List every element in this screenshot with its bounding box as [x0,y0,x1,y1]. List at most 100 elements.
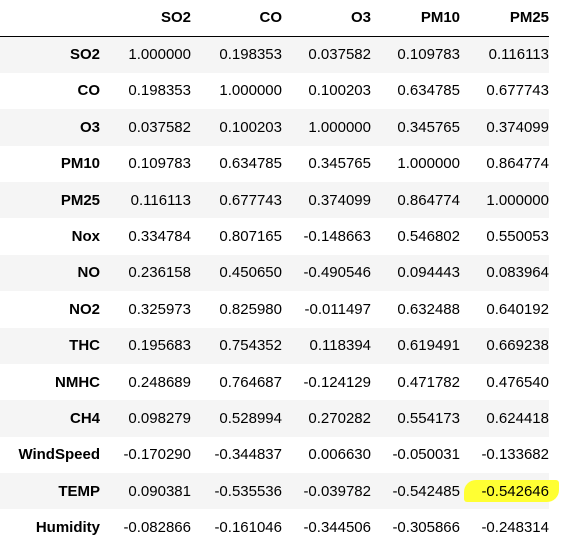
table-row: TEMP 0.090381 -0.535536 -0.039782 -0.542485 -… [0,473,559,510]
table-cell: -0.535536 [214,482,282,500]
table-cell: 0.546802 [397,228,460,246]
table-cell: 0.634785 [397,82,460,100]
table-cell: 0.236158 [128,264,191,282]
row-label: TEMP [58,482,100,500]
table-cell: -0.082866 [123,519,191,537]
table-cell: 0.094443 [397,264,460,282]
table-cell: 0.037582 [308,46,371,64]
highlighted-cell: -0.542646 [460,473,559,509]
table-cell: 0.374099 [308,191,371,209]
table-cell: 0.100203 [219,118,282,136]
table-row: Nox 0.334784 0.807165 -0.148663 0.546802 0.55… [0,218,549,255]
table-row: PM10 0.109783 0.634785 0.345765 1.000000 0.86… [0,145,549,182]
table-cell: 0.554173 [397,409,460,427]
table-cell: 0.677743 [486,82,549,100]
table-cell: 1.000000 [128,46,191,64]
table-cell: 0.334784 [128,228,191,246]
table-cell: 0.345765 [397,118,460,136]
row-label: THC [69,337,100,355]
table-row: SO2 1.000000 0.198353 0.037582 0.109783 0.116… [0,36,549,73]
highlighted-value: -0.542646 [481,482,549,500]
table-cell: 0.550053 [486,228,549,246]
table-cell: 0.090381 [128,482,191,500]
table-row: WindSpeed -0.170290 -0.344837 0.006630 -0.05… [0,436,549,474]
table-cell: 0.764687 [219,373,282,391]
table-cell: -0.133682 [481,446,549,464]
table-cell: 0.345765 [308,155,371,173]
table-cell: 0.118394 [309,337,371,355]
table-cell: 1.000000 [486,191,549,209]
row-label: Humidity [35,519,100,537]
table-row: CH4 0.098279 0.528994 0.270282 0.554173 0.624… [0,400,549,437]
table-row: NMHC 0.248689 0.764687 -0.124129 0.471782 0.4… [0,363,549,401]
table-cell: -0.344506 [303,519,371,537]
table-cell: 0.807165 [219,228,282,246]
table-cell: -0.161046 [214,519,282,537]
table-cell: 0.098279 [128,409,191,427]
table-cell: -0.011497 [304,300,371,318]
row-label: NO2 [69,300,100,318]
table-cell: 0.100203 [308,82,371,100]
table-cell: 0.624418 [486,409,549,427]
table-row: O3 0.037582 0.100203 1.000000 0.345765 0.3740… [0,109,549,146]
row-label: O3 [79,118,100,136]
table-cell: 1.000000 [308,118,371,136]
table-cell: -0.248314 [481,519,549,537]
table-cell: 0.374099 [486,118,549,136]
table-cell: 0.116113 [488,46,549,64]
table-cell: 0.864774 [397,191,460,209]
column-header-pm10: PM10 [371,0,460,37]
table-row: THC 0.195683 0.754352 0.118394 0.619491 0.669… [0,327,549,364]
correlation-table: SO2 CO O3 PM10 PM25 SO2 1.000000 0.198353 0… [0,0,559,546]
row-label: PM10 [60,155,100,173]
table-cell: 1.000000 [219,82,282,100]
table-cell: -0.148663 [303,228,371,246]
column-header-co: CO [191,0,282,37]
table-cell: 0.109783 [128,155,191,173]
table-cell: 0.198353 [219,46,282,64]
row-label: SO2 [69,46,100,64]
row-label: CH4 [69,409,100,427]
table-cell: 0.634785 [219,155,282,173]
table-cell: 0.006630 [308,446,371,464]
table-cell: -0.050031 [392,446,460,464]
table-cell: -0.344837 [214,446,282,464]
table-cell: 0.640192 [486,300,549,318]
table-cell: -0.305866 [392,519,460,537]
table-header: SO2 CO O3 PM10 PM25 [0,0,549,37]
column-header-o3: O3 [282,0,371,37]
row-label: NMHC [55,373,100,391]
table-body: SO2 1.000000 0.198353 0.037582 0.109783 0.116… [0,36,559,546]
table-cell: 0.825980 [219,300,282,318]
table-row: Humidity -0.082866 -0.161046 -0.344506 -0.30… [0,509,549,546]
table-row: NO 0.236158 0.450650 -0.490546 0.094443 0.083… [0,254,549,292]
table-cell: 0.669238 [486,337,549,355]
table-cell: 0.619491 [397,337,460,355]
column-header-pm25: PM25 [460,0,549,37]
table-cell: 0.450650 [219,264,282,282]
table-cell: 0.037582 [128,118,191,136]
table-cell: -0.039782 [303,482,371,500]
table-cell: -0.124129 [303,373,371,391]
column-header-so2: SO2 [102,0,191,37]
table-cell: 0.325973 [128,300,191,318]
table-cell: -0.542485 [392,482,460,500]
table-cell: 0.677743 [219,191,282,209]
table-cell: 0.083964 [486,264,549,282]
table-cell: 0.471782 [397,373,460,391]
row-label: PM25 [60,191,100,209]
table-cell: 1.000000 [397,155,460,173]
table-row: NO2 0.325973 0.825980 -0.011497 0.632488 0.64… [0,291,549,328]
table-cell: 0.248689 [128,373,191,391]
row-label: Nox [71,228,100,246]
table-cell: 0.195683 [128,337,191,355]
table-cell: -0.170290 [123,446,191,464]
table-cell: 0.270282 [308,409,371,427]
table-cell: 0.754352 [219,337,282,355]
table-cell: 0.528994 [219,409,282,427]
table-row: PM25 0.116113 0.677743 0.374099 0.864774 1.00… [0,181,549,219]
table-cell: -0.490546 [303,264,371,282]
table-cell: 0.476540 [486,373,549,391]
index-header [0,0,102,37]
table-cell: 0.864774 [486,155,549,173]
